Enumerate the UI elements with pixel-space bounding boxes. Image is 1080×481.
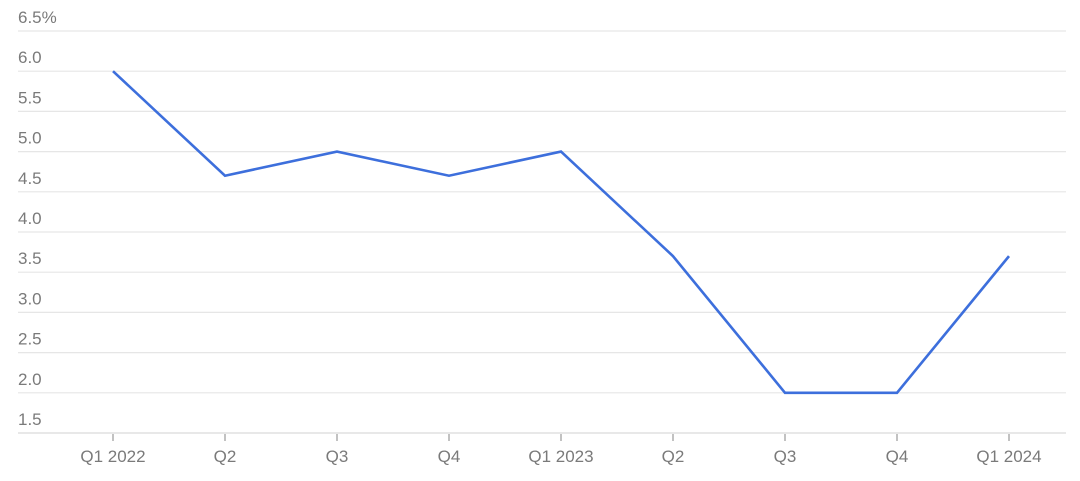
y-tick-label: 3.0 [18, 289, 42, 308]
x-tick-label: Q4 [438, 447, 461, 466]
y-tick-label: 2.5 [18, 330, 42, 349]
y-tick-label: 6.0 [18, 48, 42, 67]
x-tick-label: Q4 [886, 447, 909, 466]
y-tick-label: 5.5 [18, 88, 42, 107]
y-tick-label: 6.5% [18, 8, 57, 27]
y-tick-label: 4.5 [18, 169, 42, 188]
x-tick-label: Q1 2023 [528, 447, 593, 466]
y-tick-label: 3.5 [18, 249, 42, 268]
y-tick-label: 1.5 [18, 410, 42, 429]
y-tick-label: 4.0 [18, 209, 42, 228]
x-tick-label: Q1 2024 [976, 447, 1041, 466]
x-tick-label: Q3 [326, 447, 349, 466]
y-tick-label: 5.0 [18, 129, 42, 148]
x-tick-label: Q2 [214, 447, 237, 466]
x-tick-label: Q2 [662, 447, 685, 466]
x-tick-label: Q1 2022 [80, 447, 145, 466]
x-tick-label: Q3 [774, 447, 797, 466]
y-tick-label: 2.0 [18, 370, 42, 389]
